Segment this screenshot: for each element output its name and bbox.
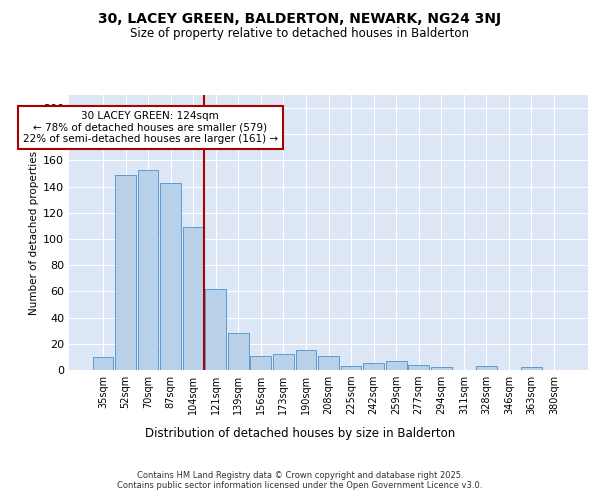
Bar — [476, 366, 497, 370]
Bar — [363, 364, 384, 370]
Bar — [296, 350, 316, 370]
Text: 30, LACEY GREEN, BALDERTON, NEWARK, NG24 3NJ: 30, LACEY GREEN, BALDERTON, NEWARK, NG24… — [98, 12, 502, 26]
Bar — [386, 361, 407, 370]
Bar — [318, 356, 339, 370]
Bar — [160, 182, 181, 370]
Y-axis label: Number of detached properties: Number of detached properties — [29, 150, 39, 314]
Bar — [228, 334, 248, 370]
Bar — [137, 170, 158, 370]
Bar — [273, 354, 294, 370]
Text: 30 LACEY GREEN: 124sqm
← 78% of detached houses are smaller (579)
22% of semi-de: 30 LACEY GREEN: 124sqm ← 78% of detached… — [23, 110, 278, 144]
Bar — [341, 366, 361, 370]
Bar — [431, 368, 452, 370]
Bar — [92, 357, 113, 370]
Bar — [521, 368, 542, 370]
Bar — [205, 289, 226, 370]
Bar — [250, 356, 271, 370]
Bar — [115, 175, 136, 370]
Text: Distribution of detached houses by size in Balderton: Distribution of detached houses by size … — [145, 428, 455, 440]
Text: Size of property relative to detached houses in Balderton: Size of property relative to detached ho… — [131, 28, 470, 40]
Text: Contains HM Land Registry data © Crown copyright and database right 2025.
Contai: Contains HM Land Registry data © Crown c… — [118, 470, 482, 490]
Bar — [409, 365, 429, 370]
Bar — [183, 228, 203, 370]
